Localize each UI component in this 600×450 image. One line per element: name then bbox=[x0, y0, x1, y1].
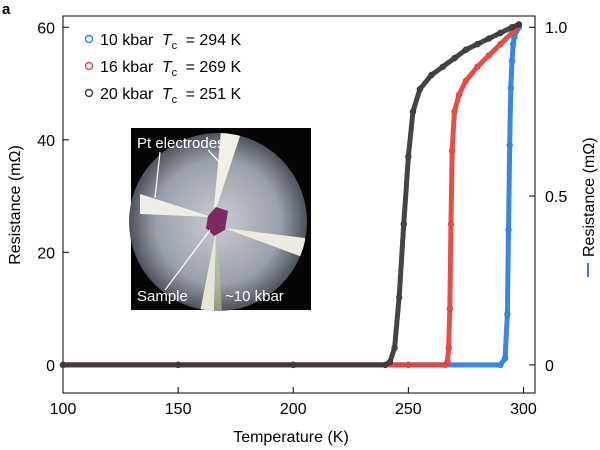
legend-symbol-10kbar: T bbox=[162, 32, 173, 49]
x-tick-label-300: 300 bbox=[510, 401, 537, 418]
right-y-tick-label-2: 1.0 bbox=[545, 20, 567, 37]
pt-electrodes bbox=[140, 133, 305, 311]
legend-marker-10kbar bbox=[84, 34, 94, 44]
right-y-tick-label-1: 0.5 bbox=[545, 189, 567, 206]
left-y-tick-label-40: 40 bbox=[37, 133, 55, 150]
left-y-tick-label-20: 20 bbox=[37, 245, 55, 262]
electrode-bottom-tint bbox=[214, 230, 222, 311]
legend-subscript-20kbar: c bbox=[172, 94, 178, 106]
legend-marker-20kbar bbox=[84, 88, 94, 98]
left-y-axis-ticks: 0 20 40 60 bbox=[37, 20, 69, 375]
series-line-2 bbox=[60, 21, 522, 368]
x-tick-label-200: 200 bbox=[280, 401, 307, 418]
legend: 10 kbar Tc = 294 K 16 kbar Tc = 269 K 20… bbox=[84, 32, 241, 107]
electrode-bottom bbox=[200, 230, 216, 311]
electrode-top bbox=[213, 133, 244, 218]
electrode-left bbox=[140, 194, 212, 217]
left-y-tick-label-60: 60 bbox=[37, 20, 55, 37]
inset-label-electrodes: Pt electrodes bbox=[137, 135, 225, 152]
right-y-axis-legend: Resistance (mΩ) bbox=[581, 137, 598, 277]
legend-entry-10kbar: 10 kbar Tc = 294 K bbox=[84, 32, 241, 53]
electrode-pointer-1 bbox=[154, 151, 161, 199]
legend-entry-16kbar: 16 kbar Tc = 269 K bbox=[84, 59, 241, 80]
series-layer bbox=[59, 21, 523, 369]
left-y-tick-label-0: 0 bbox=[46, 358, 55, 375]
legend-value-16kbar: = 269 K bbox=[186, 59, 242, 76]
x-axis-ticks: 100 150 200 250 300 bbox=[50, 387, 537, 418]
legend-marker-16kbar bbox=[84, 61, 94, 71]
x-axis-title: Temperature (K) bbox=[233, 429, 349, 446]
panel-label: a bbox=[2, 1, 11, 18]
x-tick-label-250: 250 bbox=[395, 401, 422, 418]
x-tick-label-150: 150 bbox=[165, 401, 192, 418]
sample-pointer bbox=[164, 229, 211, 291]
svg-text:10 kbar Tc = 2: 10 kbar Tc = 294 K bbox=[100, 32, 241, 53]
left-y-axis-title: Resistance (mΩ) bbox=[7, 145, 24, 265]
inset-label-pressure: ~10 kbar bbox=[225, 288, 284, 305]
electrode-right bbox=[224, 228, 305, 258]
electrode-pointer-2 bbox=[207, 149, 223, 166]
sample-crystal bbox=[206, 207, 228, 236]
legend-pressure-10kbar: 10 kbar bbox=[100, 32, 154, 49]
x-tick-label-100: 100 bbox=[50, 401, 77, 418]
legend-value-10kbar: = 294 K bbox=[186, 32, 242, 49]
svg-text:16 kbar Tc = 2: 16 kbar Tc = 269 K bbox=[100, 59, 241, 80]
legend-subscript-16kbar: c bbox=[172, 67, 178, 79]
legend-entry-20kbar: 20 kbar Tc = 251 K bbox=[84, 86, 241, 107]
legend-subscript-10kbar: c bbox=[172, 40, 178, 52]
right-y-axis-title: Resistance (mΩ) bbox=[581, 137, 598, 257]
plot-frame bbox=[62, 15, 536, 394]
legend-symbol-20kbar: T bbox=[162, 86, 173, 103]
inset-photo: Pt electrodes Sample ~10 kbar bbox=[129, 128, 311, 311]
right-y-axis-ticks: 0 0.5 1.0 bbox=[529, 20, 567, 375]
svg-text:20 kbar Tc = 2: 20 kbar Tc = 251 K bbox=[100, 86, 241, 107]
right-y-tick-label-0: 0 bbox=[545, 358, 554, 375]
legend-pressure-16kbar: 16 kbar bbox=[100, 59, 154, 76]
inset-label-sample: Sample bbox=[137, 288, 188, 305]
legend-symbol-16kbar: T bbox=[162, 59, 173, 76]
series-2 bbox=[59, 21, 523, 369]
legend-value-20kbar: = 251 K bbox=[186, 86, 242, 103]
legend-pressure-20kbar: 20 kbar bbox=[100, 86, 154, 103]
